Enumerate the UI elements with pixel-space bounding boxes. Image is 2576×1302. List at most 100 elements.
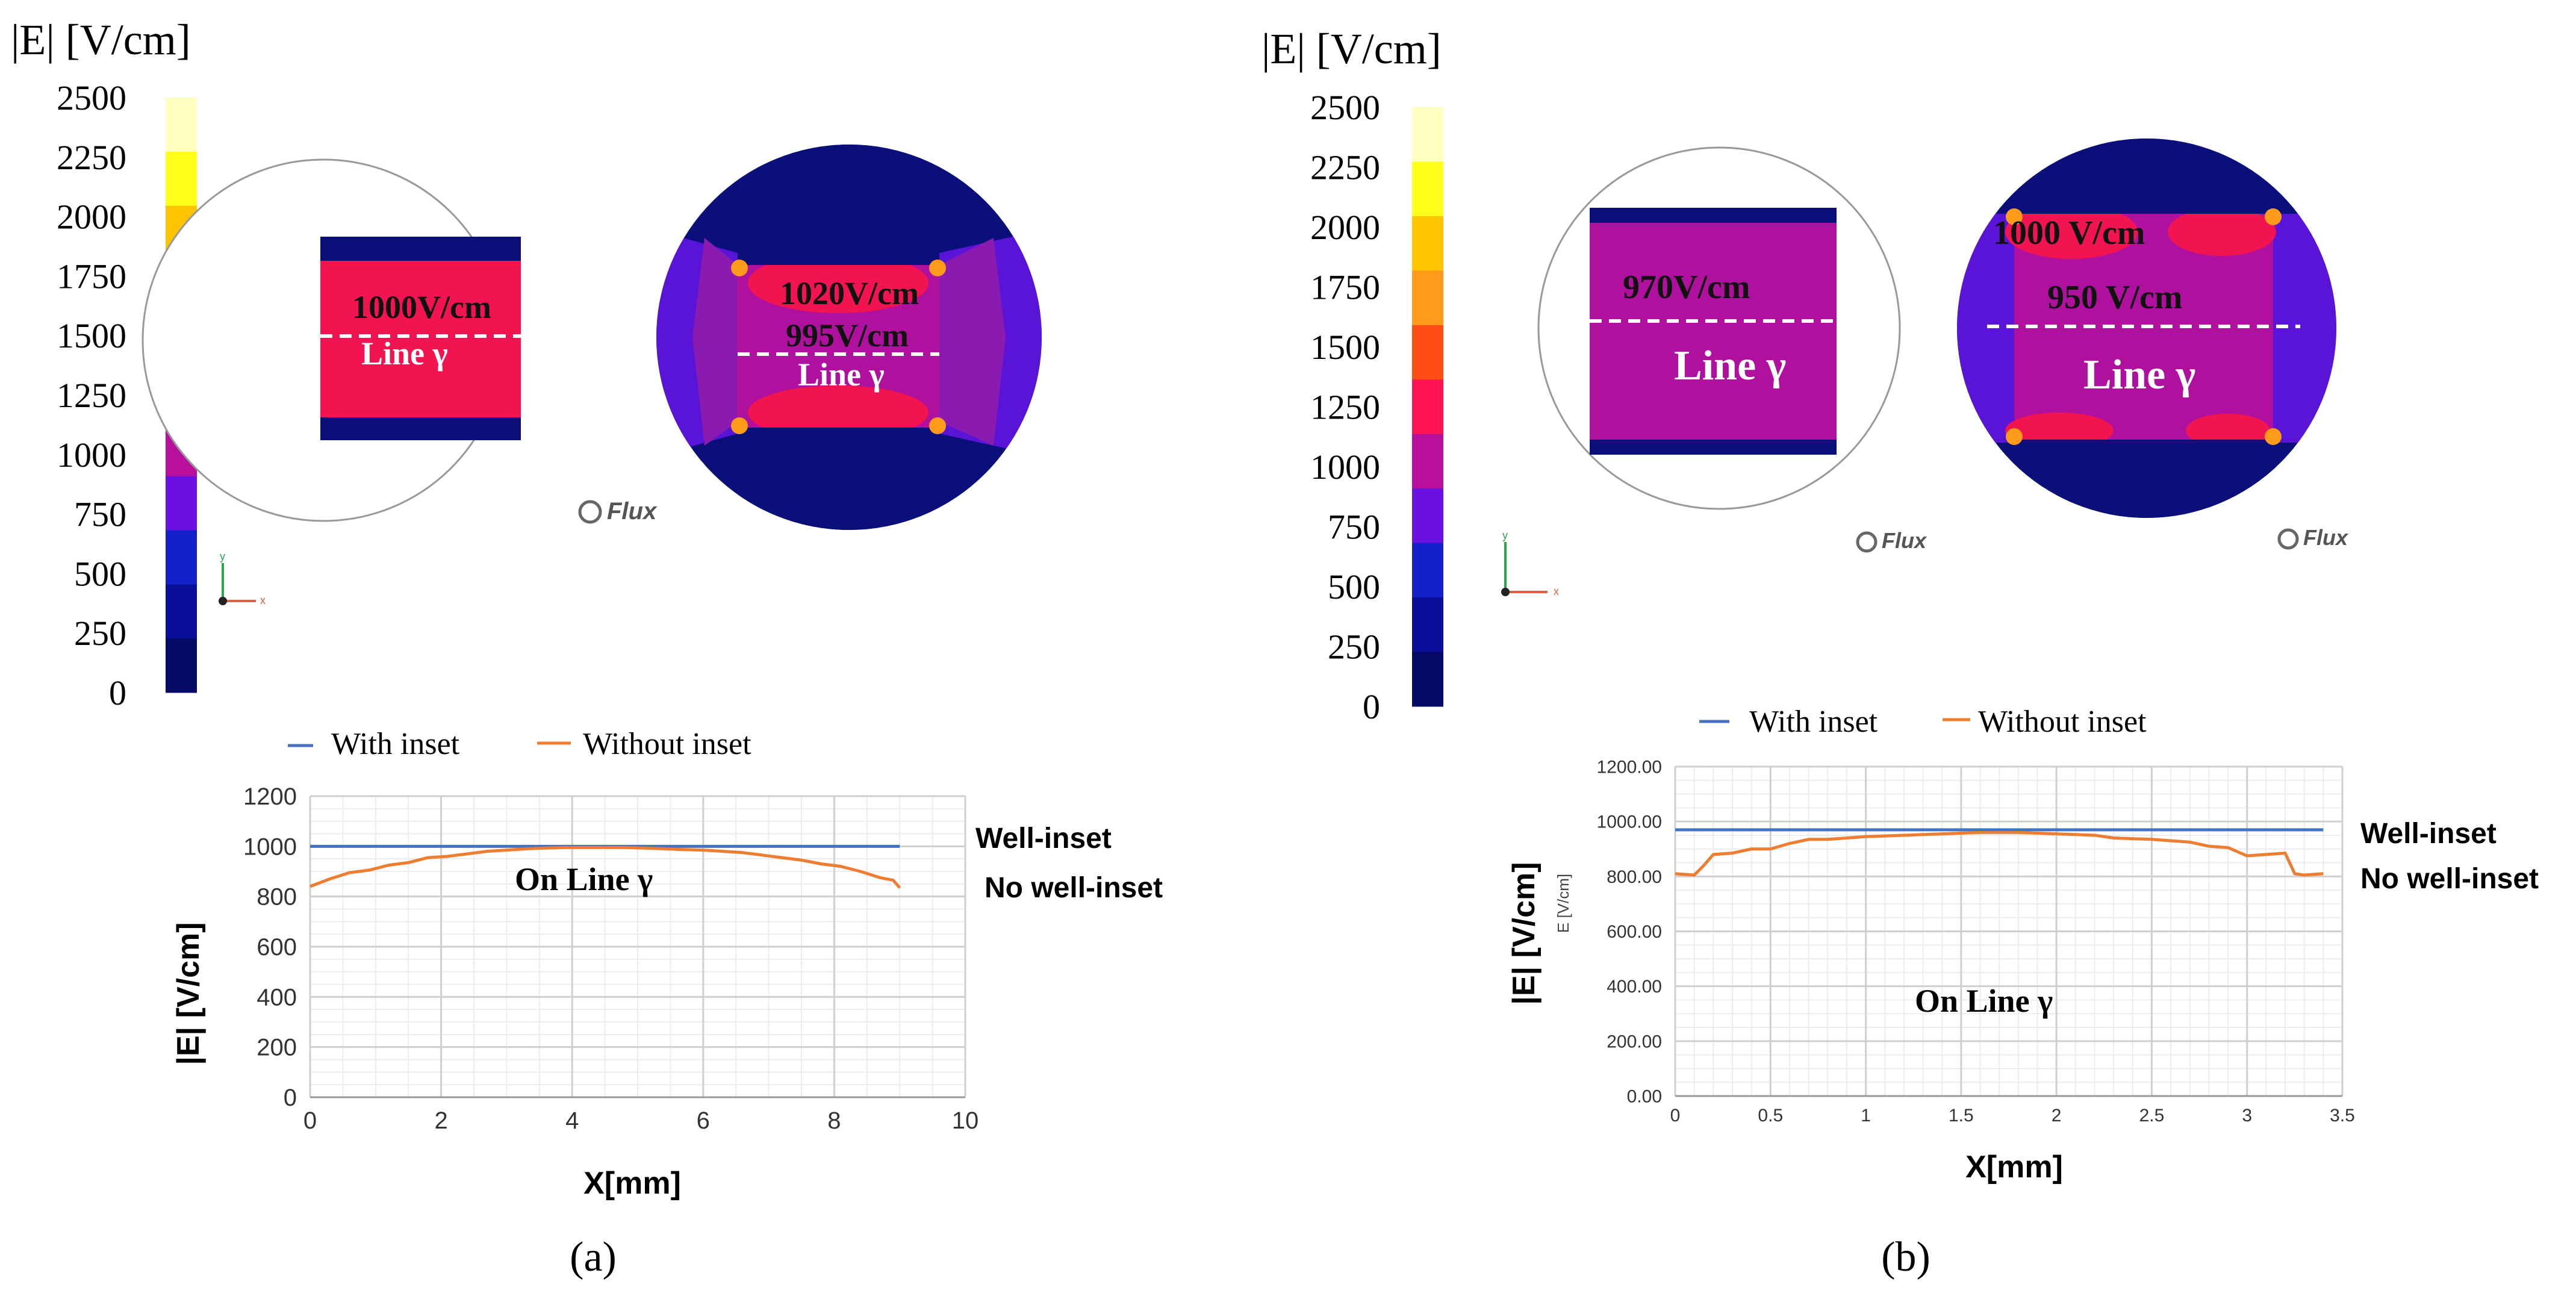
cbA-tick-4: 1500 xyxy=(57,316,126,355)
cbB-tick-10: 0 xyxy=(1363,687,1380,726)
sim-a-right-line-label: Line γ xyxy=(798,357,885,393)
axis-triad-b-y: y xyxy=(1502,529,1508,541)
sim-a-left-value: 1000V/cm xyxy=(352,289,491,325)
sim-b-right-line-label: Line γ xyxy=(2083,352,2195,398)
chartA-xtick-4: 8 xyxy=(827,1107,841,1134)
cbB-tick-7: 750 xyxy=(1328,508,1380,547)
chartA-xtick-5: 10 xyxy=(952,1107,979,1134)
chartA-ytick-4: 800 xyxy=(257,884,297,911)
flux-logo-b-left-text: Flux xyxy=(1882,528,1927,553)
colorbar-b-title: |E| [V/cm] xyxy=(1262,25,1442,73)
chart-a-annotation-no-well: No well-inset xyxy=(985,872,1163,904)
cbA-segment-9 xyxy=(166,584,197,639)
cbA-tick-10: 0 xyxy=(109,673,126,712)
sim-a-left-line-label: Line γ xyxy=(361,335,448,372)
cbB-tick-8: 500 xyxy=(1328,567,1380,606)
chart-a-annotation-on-line: On Line γ xyxy=(515,861,653,897)
chartB-xtick-4: 2 xyxy=(2052,1106,2062,1126)
cbB-tick-1: 2250 xyxy=(1310,148,1380,187)
cbB-tick-2: 2000 xyxy=(1310,208,1380,247)
cbA-tick-3: 1750 xyxy=(57,257,126,296)
colorbar-b: |E| [V/cm] 25002250200017501500125010007… xyxy=(1262,25,1443,726)
chartB-ytick-1: 200.00 xyxy=(1607,1032,1662,1051)
chart-b-legend: With inset Without inset xyxy=(1699,705,2147,739)
flux-logo-b-left: Flux xyxy=(1856,528,1927,553)
cbA-tick-6: 1000 xyxy=(57,435,126,475)
chartB-ytick-6: 1200.00 xyxy=(1597,758,1662,777)
axis-triad-b-x: x xyxy=(1554,585,1559,597)
flux-logo-a: Flux xyxy=(578,498,658,525)
cbB-tick-6: 1000 xyxy=(1310,447,1380,487)
colorbar-a-title: |E| [V/cm] xyxy=(11,16,191,64)
sim-a-with-inset: 1020V/cm 995V/cm Line γ xyxy=(656,145,1042,530)
chartB-xtick-0: 0 xyxy=(1670,1106,1681,1126)
chart-a-legend: With inset Without inset xyxy=(288,727,751,761)
chartB-ytick-3: 600.00 xyxy=(1607,922,1662,942)
cbB-segment-10 xyxy=(1412,652,1443,707)
cbB-segment-8 xyxy=(1412,543,1443,598)
chart-a-xlabel: X[mm] xyxy=(583,1166,681,1201)
chart-b-annotation-well: Well-inset xyxy=(2360,818,2497,850)
sim-b-right-value-top: 1000 V/cm xyxy=(1993,214,2145,252)
chartB-xtick-3: 1.5 xyxy=(1949,1106,1974,1126)
chartA-xtick-3: 6 xyxy=(697,1107,710,1134)
cbA-tick-9: 250 xyxy=(74,614,126,653)
chart-a-annotation-well: Well-inset xyxy=(975,823,1112,855)
sim-b-without-inset: 970V/cm Line γ xyxy=(1537,146,1901,510)
sim-a-left-field xyxy=(320,261,521,417)
cbA-segment-10 xyxy=(166,638,197,693)
chart-b-ylabel-small: E [V/cm] xyxy=(1554,874,1572,933)
flux-logo-b-left-icon xyxy=(1856,531,1878,553)
chart-b: With inset Without inset 0.00 200.00 400.0… xyxy=(1507,705,2539,1185)
chartB-ytick-4: 800.00 xyxy=(1607,867,1662,887)
axis-triad-a: y x xyxy=(219,550,266,606)
flux-logo-b-right-text: Flux xyxy=(2303,525,2349,550)
chartA-series-1 xyxy=(310,846,901,889)
chartB-xtick-2: 1 xyxy=(1861,1106,1871,1126)
chartA-ytick-1: 200 xyxy=(257,1035,297,1061)
chart-b-xlabel: X[mm] xyxy=(1965,1150,2063,1185)
panel-b-label: (b) xyxy=(1881,1234,1930,1280)
chart-b-annotation-no-well: No well-inset xyxy=(2360,863,2539,895)
cbA-tick-7: 750 xyxy=(74,495,126,534)
sim-a-right-value-mid: 995V/cm xyxy=(786,317,909,354)
sim-a-right-value-top: 1020V/cm xyxy=(780,275,919,311)
flux-logo-b-right: Flux xyxy=(2277,525,2349,550)
cbB-segment-7 xyxy=(1412,488,1443,544)
sim-a-without-inset: 1000V/cm Line γ xyxy=(142,158,521,522)
flux-logo-a-text: Flux xyxy=(607,498,658,525)
cbA-segment-8 xyxy=(166,530,197,585)
flux-logo-a-icon xyxy=(578,500,602,524)
cbA-tick-8: 500 xyxy=(74,554,126,593)
cbA-tick-5: 1250 xyxy=(57,376,126,415)
flux-logo-b-right-icon xyxy=(2277,528,2299,550)
sim-a-left-bottom-electrode xyxy=(320,417,521,440)
chartA-ytick-2: 400 xyxy=(257,984,297,1011)
axis-triad-a-y: y xyxy=(220,550,225,562)
cbB-segment-2 xyxy=(1412,216,1443,271)
cbA-tick-0: 2500 xyxy=(57,78,126,117)
axis-triad-b: y x xyxy=(1501,529,1559,597)
chartB-ytick-5: 1000.00 xyxy=(1597,812,1662,832)
axis-triad-a-x: x xyxy=(260,594,266,606)
cbB-segment-3 xyxy=(1412,270,1443,326)
chartA-xtick-0: 0 xyxy=(303,1107,317,1134)
chartB-series-1 xyxy=(1675,830,2324,877)
cbA-segment-0 xyxy=(166,98,197,152)
cbB-segment-9 xyxy=(1412,597,1443,653)
chartA-ytick-5: 1000 xyxy=(243,833,297,860)
cbB-segment-4 xyxy=(1412,325,1443,380)
cbB-tick-3: 1750 xyxy=(1310,268,1380,307)
chart-a: With inset Without inset 0 200 400 600 800 10… xyxy=(171,727,1163,1201)
cbA-tick-1: 2250 xyxy=(57,138,126,177)
cbB-tick-9: 250 xyxy=(1328,628,1380,667)
sim-b-with-inset: 1000 V/cm 950 V/cm Line γ xyxy=(1957,139,2336,518)
chartA-ytick-0: 0 xyxy=(284,1085,297,1111)
cbA-segment-1 xyxy=(166,151,197,207)
cbB-tick-0: 2500 xyxy=(1310,88,1380,127)
chartA-ytick-3: 600 xyxy=(257,934,297,961)
chart-a-legend-label-0: With inset xyxy=(331,727,460,761)
chartB-xtick-5: 2.5 xyxy=(2139,1106,2165,1126)
cbA-segment-7 xyxy=(166,476,197,531)
